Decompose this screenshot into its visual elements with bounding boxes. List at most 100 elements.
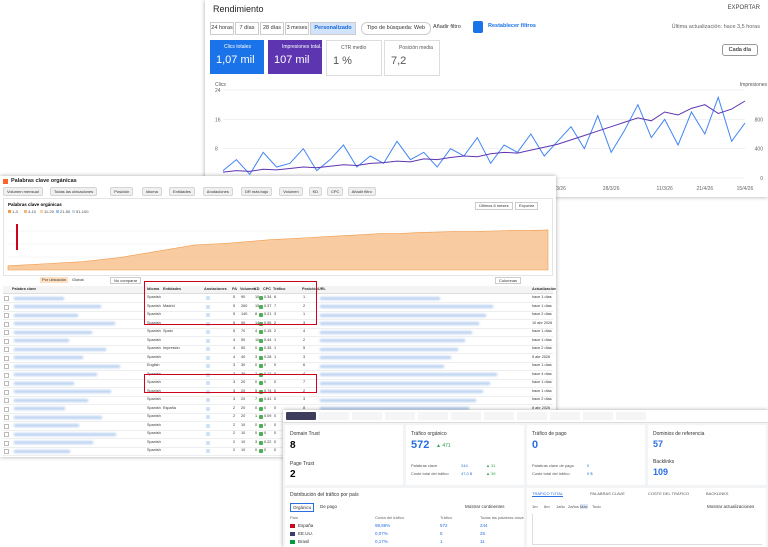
export-button[interactable]: EXPORTAR xyxy=(727,5,760,11)
country-tab[interactable] xyxy=(484,412,514,420)
search-type-filter[interactable]: Tipo de búsqueda: Web xyxy=(361,22,432,35)
toggle[interactable]: Mostrar continentes xyxy=(465,504,505,509)
add-filter[interactable]: Añadir filtro xyxy=(433,24,461,30)
metric-card[interactable]: CTR medio 1 % xyxy=(326,40,382,76)
keyword-blur[interactable] xyxy=(14,322,115,325)
checkbox[interactable] xyxy=(4,381,9,386)
url-blur[interactable] xyxy=(320,381,490,385)
keyword-blur[interactable] xyxy=(14,398,88,402)
metric-card[interactable]: Clics totales 1,07 mil xyxy=(210,40,264,74)
checkbox[interactable] xyxy=(4,347,9,352)
checkbox[interactable] xyxy=(4,296,9,301)
keyword-blur[interactable] xyxy=(14,432,116,436)
country-tab[interactable] xyxy=(385,412,415,420)
url-blur[interactable] xyxy=(320,347,458,351)
keyword-blur[interactable] xyxy=(14,296,64,300)
filter-pill[interactable]: Volumen xyxy=(279,187,303,196)
country-tab[interactable] xyxy=(517,412,547,420)
chart-button[interactable]: Exportar xyxy=(515,202,539,210)
reset-icon[interactable] xyxy=(473,21,483,33)
period-button[interactable]: 1m xyxy=(532,504,538,509)
range-button[interactable]: 28 días xyxy=(260,22,284,35)
trend-tab[interactable]: BACKLINKS xyxy=(706,491,729,496)
country-tab[interactable] xyxy=(319,412,349,420)
filter-pill[interactable]: Volumen mensual xyxy=(3,187,43,196)
dist-tab[interactable]: Orgánico xyxy=(290,503,315,512)
checkbox[interactable] xyxy=(4,423,9,429)
range-button[interactable]: 7 días xyxy=(235,22,259,35)
url-blur[interactable] xyxy=(320,398,476,402)
country-tab[interactable] xyxy=(616,412,646,420)
toggle[interactable]: Mostrar actualizaciones xyxy=(707,504,755,509)
checkbox[interactable] xyxy=(4,449,9,454)
checkbox[interactable] xyxy=(4,338,9,344)
table-tab[interactable]: Global xyxy=(72,277,84,282)
url-blur[interactable] xyxy=(320,330,472,334)
keyword-blur[interactable] xyxy=(14,313,78,317)
filter-pill[interactable]: KD xyxy=(308,187,323,196)
url-blur[interactable] xyxy=(320,364,444,368)
filter-pill[interactable]: Todas las ubicaciones xyxy=(50,187,98,196)
keyword-blur[interactable] xyxy=(14,390,111,393)
granularity-select[interactable]: Cada día xyxy=(721,44,758,56)
checkbox[interactable] xyxy=(4,355,9,361)
filter-pill[interactable]: Anotaciones xyxy=(202,187,233,196)
period-button[interactable]: Máx xyxy=(580,504,588,509)
keyword-blur[interactable] xyxy=(14,415,102,419)
url-blur[interactable] xyxy=(320,407,469,410)
metric-card[interactable]: Impresiones total... 107 mil xyxy=(268,40,324,74)
keyword-blur[interactable] xyxy=(14,407,65,410)
checkbox[interactable] xyxy=(4,432,9,437)
range-button[interactable]: Personalizado xyxy=(310,22,356,35)
keyword-blur[interactable] xyxy=(14,364,120,368)
columns-button[interactable]: Columnas xyxy=(495,277,522,284)
country-tab[interactable] xyxy=(550,412,580,420)
url-blur[interactable] xyxy=(320,356,451,359)
chart-button[interactable]: Últimos 6 meses xyxy=(475,202,513,210)
checkbox[interactable] xyxy=(4,406,9,412)
keyword-blur[interactable] xyxy=(14,339,69,342)
keyword-blur[interactable] xyxy=(14,330,92,334)
range-button[interactable]: 24 horas xyxy=(210,22,234,35)
reset-filters[interactable]: Restablecer filtros xyxy=(488,23,536,29)
checkbox[interactable] xyxy=(4,304,9,310)
checkbox[interactable] xyxy=(4,313,9,318)
url-blur[interactable] xyxy=(320,296,440,300)
checkbox[interactable] xyxy=(4,398,9,403)
period-button[interactable]: 6m xyxy=(544,504,550,509)
keyword-blur[interactable] xyxy=(14,305,101,308)
range-button[interactable]: 3 meses xyxy=(285,22,309,35)
metric-card[interactable]: Posición media 7,2 xyxy=(384,40,440,76)
country-tab[interactable] xyxy=(418,412,448,420)
trend-tab[interactable]: COSTE DEL TRÁFICO xyxy=(648,491,690,496)
checkbox[interactable] xyxy=(4,389,9,395)
filter-pill[interactable]: CPC xyxy=(327,187,344,196)
country-tab[interactable] xyxy=(352,412,382,420)
period-button[interactable]: 2años xyxy=(568,504,579,509)
url-blur[interactable] xyxy=(320,313,486,317)
checkbox[interactable] xyxy=(4,372,9,378)
filter-pill[interactable]: DR más bajo xyxy=(241,187,273,196)
checkbox[interactable] xyxy=(4,364,9,369)
url-blur[interactable] xyxy=(320,390,483,393)
url-blur[interactable] xyxy=(320,305,493,308)
url-blur[interactable] xyxy=(320,373,497,376)
checkbox[interactable] xyxy=(4,440,9,446)
period-button[interactable]: 1año xyxy=(556,504,565,509)
filter-pill[interactable]: Posición xyxy=(110,187,134,196)
compare-select[interactable]: No comparar xyxy=(110,277,142,284)
trend-tab[interactable]: TRÁFICO TOTAL xyxy=(532,491,564,497)
keyword-blur[interactable] xyxy=(14,381,74,385)
checkbox[interactable] xyxy=(4,415,9,420)
keyword-blur[interactable] xyxy=(14,356,83,359)
filter-pill[interactable]: Idioma xyxy=(141,187,162,196)
checkbox[interactable] xyxy=(4,330,9,335)
country-tab[interactable] xyxy=(286,412,316,420)
table-tab[interactable]: Por ubicación xyxy=(40,277,69,283)
period-button[interactable]: Todo xyxy=(592,504,601,509)
keyword-blur[interactable] xyxy=(14,441,93,444)
trend-tab[interactable]: PALABRAS CLAVE xyxy=(590,491,625,496)
url-blur[interactable] xyxy=(320,339,465,342)
keyword-blur[interactable] xyxy=(14,373,97,376)
dist-tab[interactable]: De pago xyxy=(320,504,338,509)
